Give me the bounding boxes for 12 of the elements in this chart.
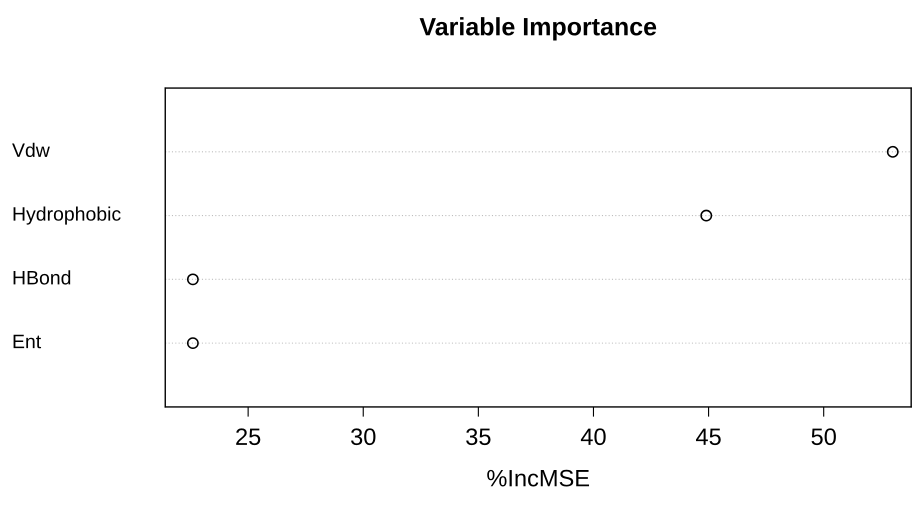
- y-tick-label: Vdw: [12, 142, 50, 158]
- x-tick-label: 25: [236, 428, 260, 446]
- chart-title: Variable Importance: [420, 17, 656, 40]
- x-tick-label: 35: [466, 428, 490, 446]
- x-tick-label: 40: [580, 428, 606, 446]
- x-axis-title: %IncMSE: [487, 470, 590, 487]
- x-tick-label: 30: [351, 428, 376, 446]
- y-tick-label: HBond: [14, 270, 70, 285]
- y-tick-label: Ent: [14, 334, 42, 348]
- x-tick-label: 50: [812, 428, 836, 446]
- y-tick-label: Hydrophobic: [14, 206, 121, 225]
- x-tick-label: 45: [696, 428, 721, 446]
